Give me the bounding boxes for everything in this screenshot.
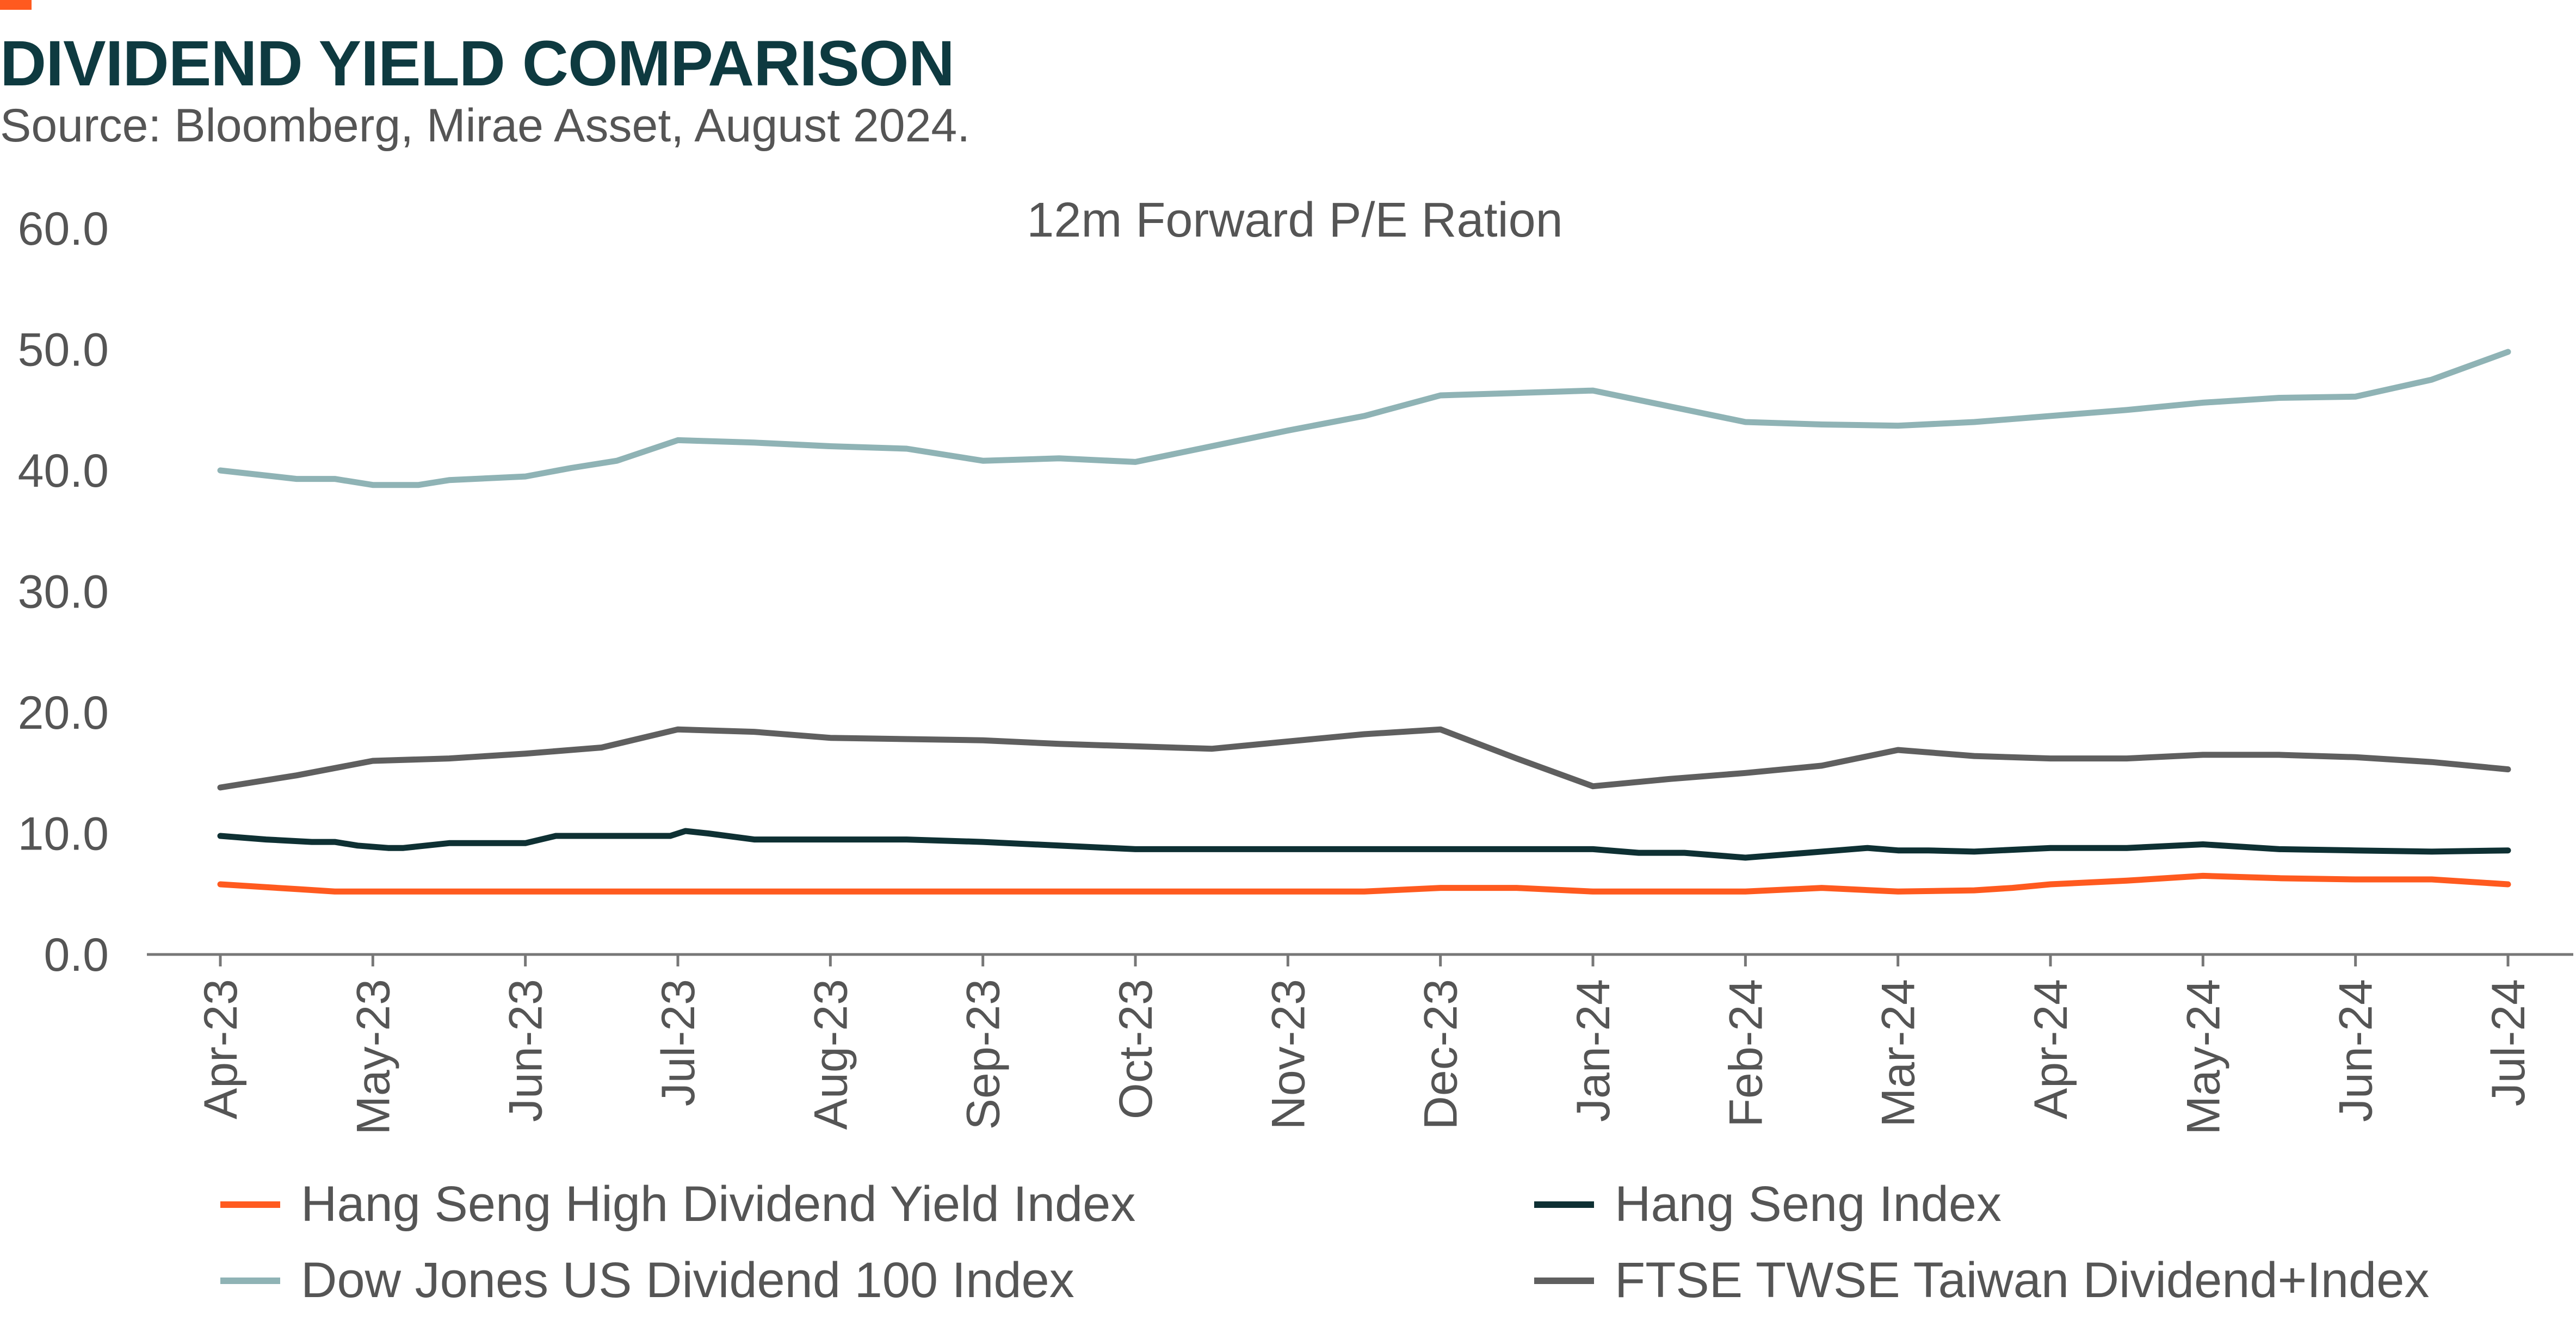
x-tick-label: Aug-23 xyxy=(805,979,857,1130)
x-tick-label: Sep-23 xyxy=(957,979,1010,1130)
x-tick-label: Apr-23 xyxy=(195,979,247,1119)
x-tick-label: Oct-23 xyxy=(1110,979,1162,1119)
x-tick-label: Jan-24 xyxy=(1567,979,1620,1122)
x-tick-label: Nov-23 xyxy=(1262,979,1314,1130)
x-axis: Apr-23 May-23 Jun-23 Jul-23 Aug-23 Sep-23 Oct-… xyxy=(147,953,2573,1135)
x-tick-label: Jul-23 xyxy=(652,979,705,1106)
y-tick-label: 0.0 xyxy=(44,929,109,981)
x-tick-label: Dec-23 xyxy=(1415,979,1467,1130)
legend-label: Hang Seng Index xyxy=(1615,1176,2002,1232)
series-line-2 xyxy=(217,828,2511,861)
series-line-1 xyxy=(217,872,2511,895)
x-tick-label: Mar-24 xyxy=(1873,979,1925,1127)
plot-title-group: 12m Forward P/E Ration xyxy=(1027,193,1562,247)
chart-title: 12m Forward P/E Ration xyxy=(1027,193,1562,247)
x-tick-label: Jul-24 xyxy=(2482,979,2535,1106)
series-lines xyxy=(217,349,2511,895)
x-tick-label: Feb-24 xyxy=(1720,979,1772,1127)
x-tick-label: May-23 xyxy=(347,979,399,1135)
x-tick-label: Jun-23 xyxy=(500,979,552,1122)
series-line-3 xyxy=(217,349,2511,488)
legend: Hang Seng High Dividend Yield Index Hang … xyxy=(220,1176,2429,1308)
y-tick-label: 20.0 xyxy=(18,687,109,739)
source-note: Source: Bloomberg, Mirae Asset, August 2… xyxy=(0,100,971,152)
y-tick-label: 60.0 xyxy=(18,203,109,255)
page-title: DIVIDEND YIELD COMPARISON xyxy=(0,28,955,100)
y-tick-label: 40.0 xyxy=(18,445,109,497)
y-tick-label: 50.0 xyxy=(18,324,109,376)
y-tick-label: 10.0 xyxy=(18,808,109,860)
x-tick-label: Apr-24 xyxy=(2025,979,2077,1119)
series-line-4 xyxy=(217,726,2511,791)
legend-label: Dow Jones US Dividend 100 Index xyxy=(301,1252,1074,1308)
y-tick-label: 30.0 xyxy=(18,566,109,618)
legend-label: FTSE TWSE Taiwan Dividend+Index xyxy=(1615,1252,2429,1308)
y-axis: 0.0 10.0 20.0 30.0 40.0 50.0 60.0 xyxy=(18,203,109,981)
x-tick-label: Jun-24 xyxy=(2330,979,2382,1122)
legend-label: Hang Seng High Dividend Yield Index xyxy=(301,1176,1135,1232)
brand-accent-bar xyxy=(0,0,32,10)
x-tick-label: May-24 xyxy=(2177,979,2229,1135)
